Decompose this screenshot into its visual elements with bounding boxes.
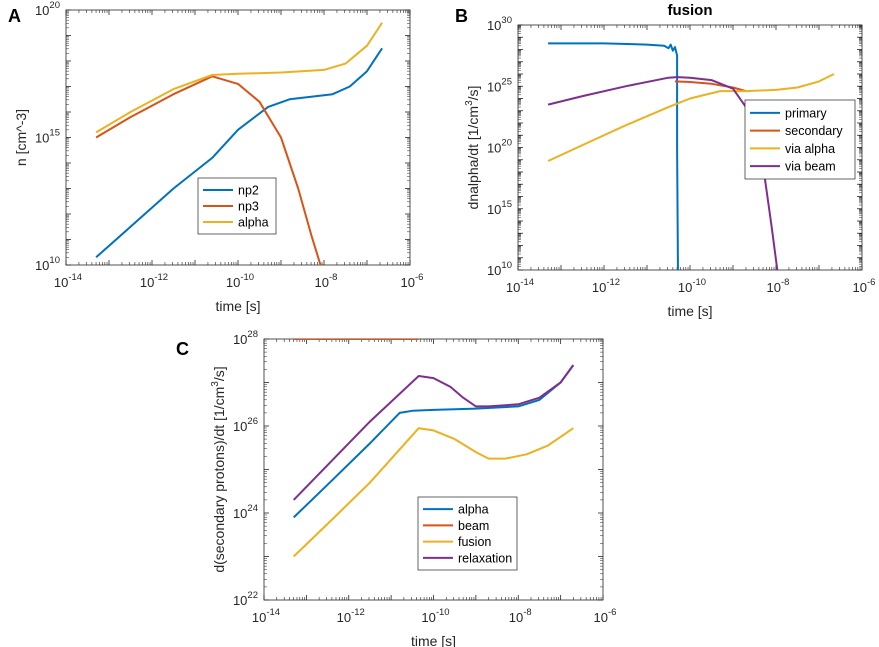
y-axis-label: n [cm^-3] bbox=[13, 109, 29, 166]
chart-panel-c: 10-14 10-12 10-10 10-8 10-6 1022 1024 1026 1028 t… bbox=[210, 329, 616, 647]
x-axis-label: time [s] bbox=[667, 303, 712, 319]
x-tick-label: 10-6 bbox=[594, 607, 617, 625]
y-axis-label-sup: 3 bbox=[464, 100, 475, 106]
x-tick-label: 10-12 bbox=[337, 607, 365, 625]
x-tick-label: 10-10 bbox=[678, 277, 706, 295]
series-line-alpha bbox=[95, 22, 383, 134]
y-tick-label: 1025 bbox=[487, 76, 512, 94]
y-tick-label: 1015 bbox=[35, 128, 60, 146]
series-group bbox=[292, 339, 575, 558]
y-tick-exponent: 24 bbox=[247, 503, 258, 514]
panel-letter-c: C bbox=[176, 339, 189, 359]
x-tick-label: 10-14 bbox=[506, 277, 534, 295]
chart-title: fusion bbox=[668, 2, 713, 19]
y-axis-label-sup: 3 bbox=[210, 381, 221, 387]
y-tick-exponent: 30 bbox=[501, 15, 512, 26]
x-tick-label: 10-8 bbox=[509, 607, 532, 625]
y-axis-label: d(secondary protons)/dt [1/cm3/s] bbox=[210, 366, 227, 572]
legend-label: beam bbox=[458, 519, 489, 533]
legend-label: alpha bbox=[238, 216, 269, 230]
y-tick-exponent: 10 bbox=[49, 255, 60, 266]
series-line-fusion bbox=[293, 427, 574, 558]
y-tick-label: 1022 bbox=[233, 590, 258, 608]
series-line-np3 bbox=[95, 75, 322, 265]
x-tick-exponent: -8 bbox=[781, 277, 789, 288]
y-tick-label: 1010 bbox=[487, 260, 512, 278]
x-tick-label: 10-6 bbox=[853, 277, 876, 295]
x-tick-label: 10-14 bbox=[54, 272, 82, 290]
y-tick-label: 1010 bbox=[35, 255, 60, 273]
y-tick-exponent: 15 bbox=[49, 128, 60, 139]
legend-label: via alpha bbox=[785, 142, 835, 156]
x-tick-exponent: -12 bbox=[606, 277, 620, 288]
y-tick-exponent: 22 bbox=[247, 590, 258, 601]
y-tick-exponent: 28 bbox=[247, 329, 258, 340]
panel-letter-a: A bbox=[8, 6, 21, 26]
series-group bbox=[547, 42, 835, 270]
y-tick-label: 1028 bbox=[233, 329, 258, 347]
series-line-alpha bbox=[293, 364, 575, 519]
x-tick-exponent: -8 bbox=[523, 607, 531, 618]
series-line-via-alpha bbox=[547, 73, 835, 162]
x-tick-exponent: -12 bbox=[154, 272, 168, 283]
legend-label: fusion bbox=[458, 535, 491, 549]
y-tick-label: 1024 bbox=[233, 503, 258, 521]
x-tick-label: 10-8 bbox=[767, 277, 790, 295]
y-axis-label-tail: /s] bbox=[211, 366, 227, 381]
y-tick-label: 1020 bbox=[35, 0, 60, 18]
x-axis-label: time [s] bbox=[215, 298, 260, 314]
x-tick-exponent: -6 bbox=[608, 607, 616, 618]
chart-panel-b: 10-14 10-12 10-10 10-8 10-610101015102010251… bbox=[464, 2, 875, 319]
x-tick-exponent: -6 bbox=[867, 277, 875, 288]
x-tick-exponent: -10 bbox=[692, 277, 706, 288]
x-tick-exponent: -10 bbox=[436, 607, 450, 618]
y-tick-exponent: 20 bbox=[501, 138, 512, 149]
y-axis-label: dnalpha/dt [1/cm3/s] bbox=[464, 86, 481, 210]
y-axis-label-tail: /s] bbox=[465, 86, 481, 101]
y-tick-label: 1030 bbox=[487, 15, 512, 33]
x-tick-exponent: -10 bbox=[240, 272, 254, 283]
series-line-secondary bbox=[674, 80, 747, 93]
x-tick-label: 10-14 bbox=[252, 607, 280, 625]
y-tick-exponent: 20 bbox=[49, 0, 60, 11]
x-tick-label: 10-6 bbox=[401, 272, 424, 290]
y-tick-label: 1015 bbox=[487, 199, 512, 217]
x-tick-exponent: -14 bbox=[520, 277, 534, 288]
series-group bbox=[95, 22, 383, 265]
series-line-np2 bbox=[95, 47, 383, 259]
y-tick-label: 1026 bbox=[233, 416, 258, 434]
legend-label: via beam bbox=[785, 160, 836, 174]
legend-label: secondary bbox=[785, 124, 843, 138]
x-tick-label: 10-10 bbox=[226, 272, 254, 290]
legend-label: relaxation bbox=[458, 551, 512, 565]
y-tick-exponent: 26 bbox=[247, 416, 258, 427]
series-line-relaxation bbox=[292, 364, 575, 501]
x-tick-exponent: -8 bbox=[329, 272, 337, 283]
x-tick-label: 10-8 bbox=[315, 272, 338, 290]
x-tick-exponent: -12 bbox=[351, 607, 365, 618]
panel-letter-b: B bbox=[455, 6, 468, 26]
x-tick-exponent: -14 bbox=[68, 272, 82, 283]
x-tick-label: 10-12 bbox=[140, 272, 168, 290]
y-tick-exponent: 25 bbox=[501, 76, 512, 87]
x-tick-exponent: -6 bbox=[415, 272, 423, 283]
x-tick-exponent: -14 bbox=[266, 607, 280, 618]
x-tick-label: 10-10 bbox=[421, 607, 449, 625]
series-line-primary bbox=[548, 42, 679, 270]
legend-label: np2 bbox=[238, 184, 259, 198]
chart-panel-a: 10-14 10-12 10-10 10-8 10-6101010151020time … bbox=[13, 0, 423, 314]
legend-label: np3 bbox=[238, 200, 259, 214]
x-tick-label: 10-12 bbox=[592, 277, 620, 295]
y-tick-exponent: 10 bbox=[501, 260, 512, 271]
y-tick-exponent: 15 bbox=[501, 199, 512, 210]
x-axis-label: time [s] bbox=[411, 633, 456, 647]
legend-label: primary bbox=[785, 106, 827, 120]
y-tick-label: 1020 bbox=[487, 138, 512, 156]
legend-label: alpha bbox=[458, 503, 489, 517]
